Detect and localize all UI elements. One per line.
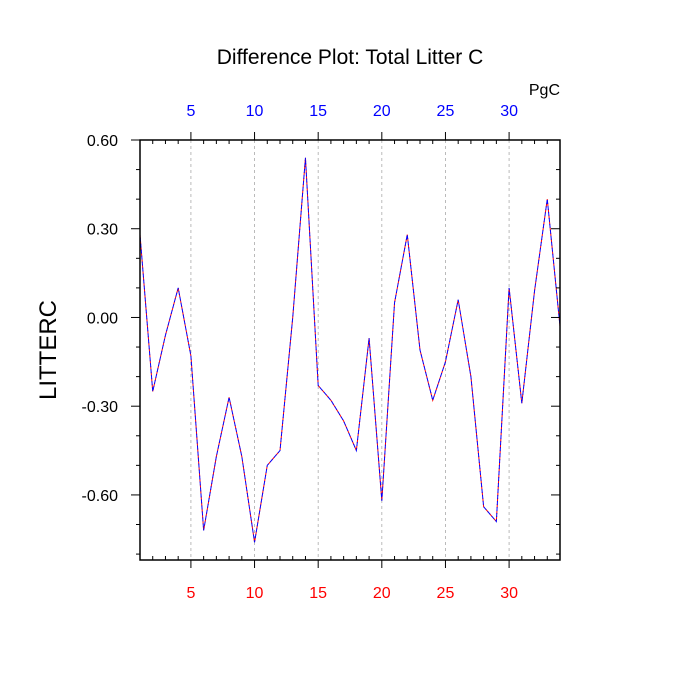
x-tick-label-bottom: 25	[437, 585, 455, 602]
y-tick-label: -0.30	[82, 399, 119, 416]
plot-frame	[139, 139, 561, 561]
grid-layer	[190, 140, 510, 560]
x-tick-label-top: 20	[373, 103, 391, 120]
x-tick-label-bottom: 5	[186, 585, 195, 602]
tick-layer: 5 5 10 10 15 15 20 20 25 25 30 30 0.60 0.30 0.00 -0.30 -…	[82, 103, 561, 602]
y-tick-label: 0.30	[87, 222, 118, 239]
x-tick-label-bottom: 15	[309, 585, 327, 602]
series-line	[139, 157, 561, 543]
x-tick-label-top: 5	[186, 103, 195, 120]
y-axis-label: LITTERC	[35, 300, 62, 400]
units-label: PgC	[529, 82, 560, 99]
y-tick-label: -0.60	[82, 488, 119, 505]
series-layer	[139, 157, 561, 543]
y-tick-label: 0.00	[87, 310, 118, 327]
y-tick-label: 0.60	[87, 133, 118, 150]
x-tick-label-top: 30	[500, 103, 518, 120]
chart-title: Difference Plot: Total Litter C	[217, 46, 484, 69]
x-tick-label-bottom: 30	[500, 585, 518, 602]
series-line	[139, 157, 561, 543]
x-tick-label-bottom: 10	[246, 585, 264, 602]
x-tick-label-top: 25	[437, 103, 455, 120]
x-tick-label-top: 10	[246, 103, 264, 120]
x-tick-label-top: 15	[309, 103, 327, 120]
x-tick-label-bottom: 20	[373, 585, 391, 602]
